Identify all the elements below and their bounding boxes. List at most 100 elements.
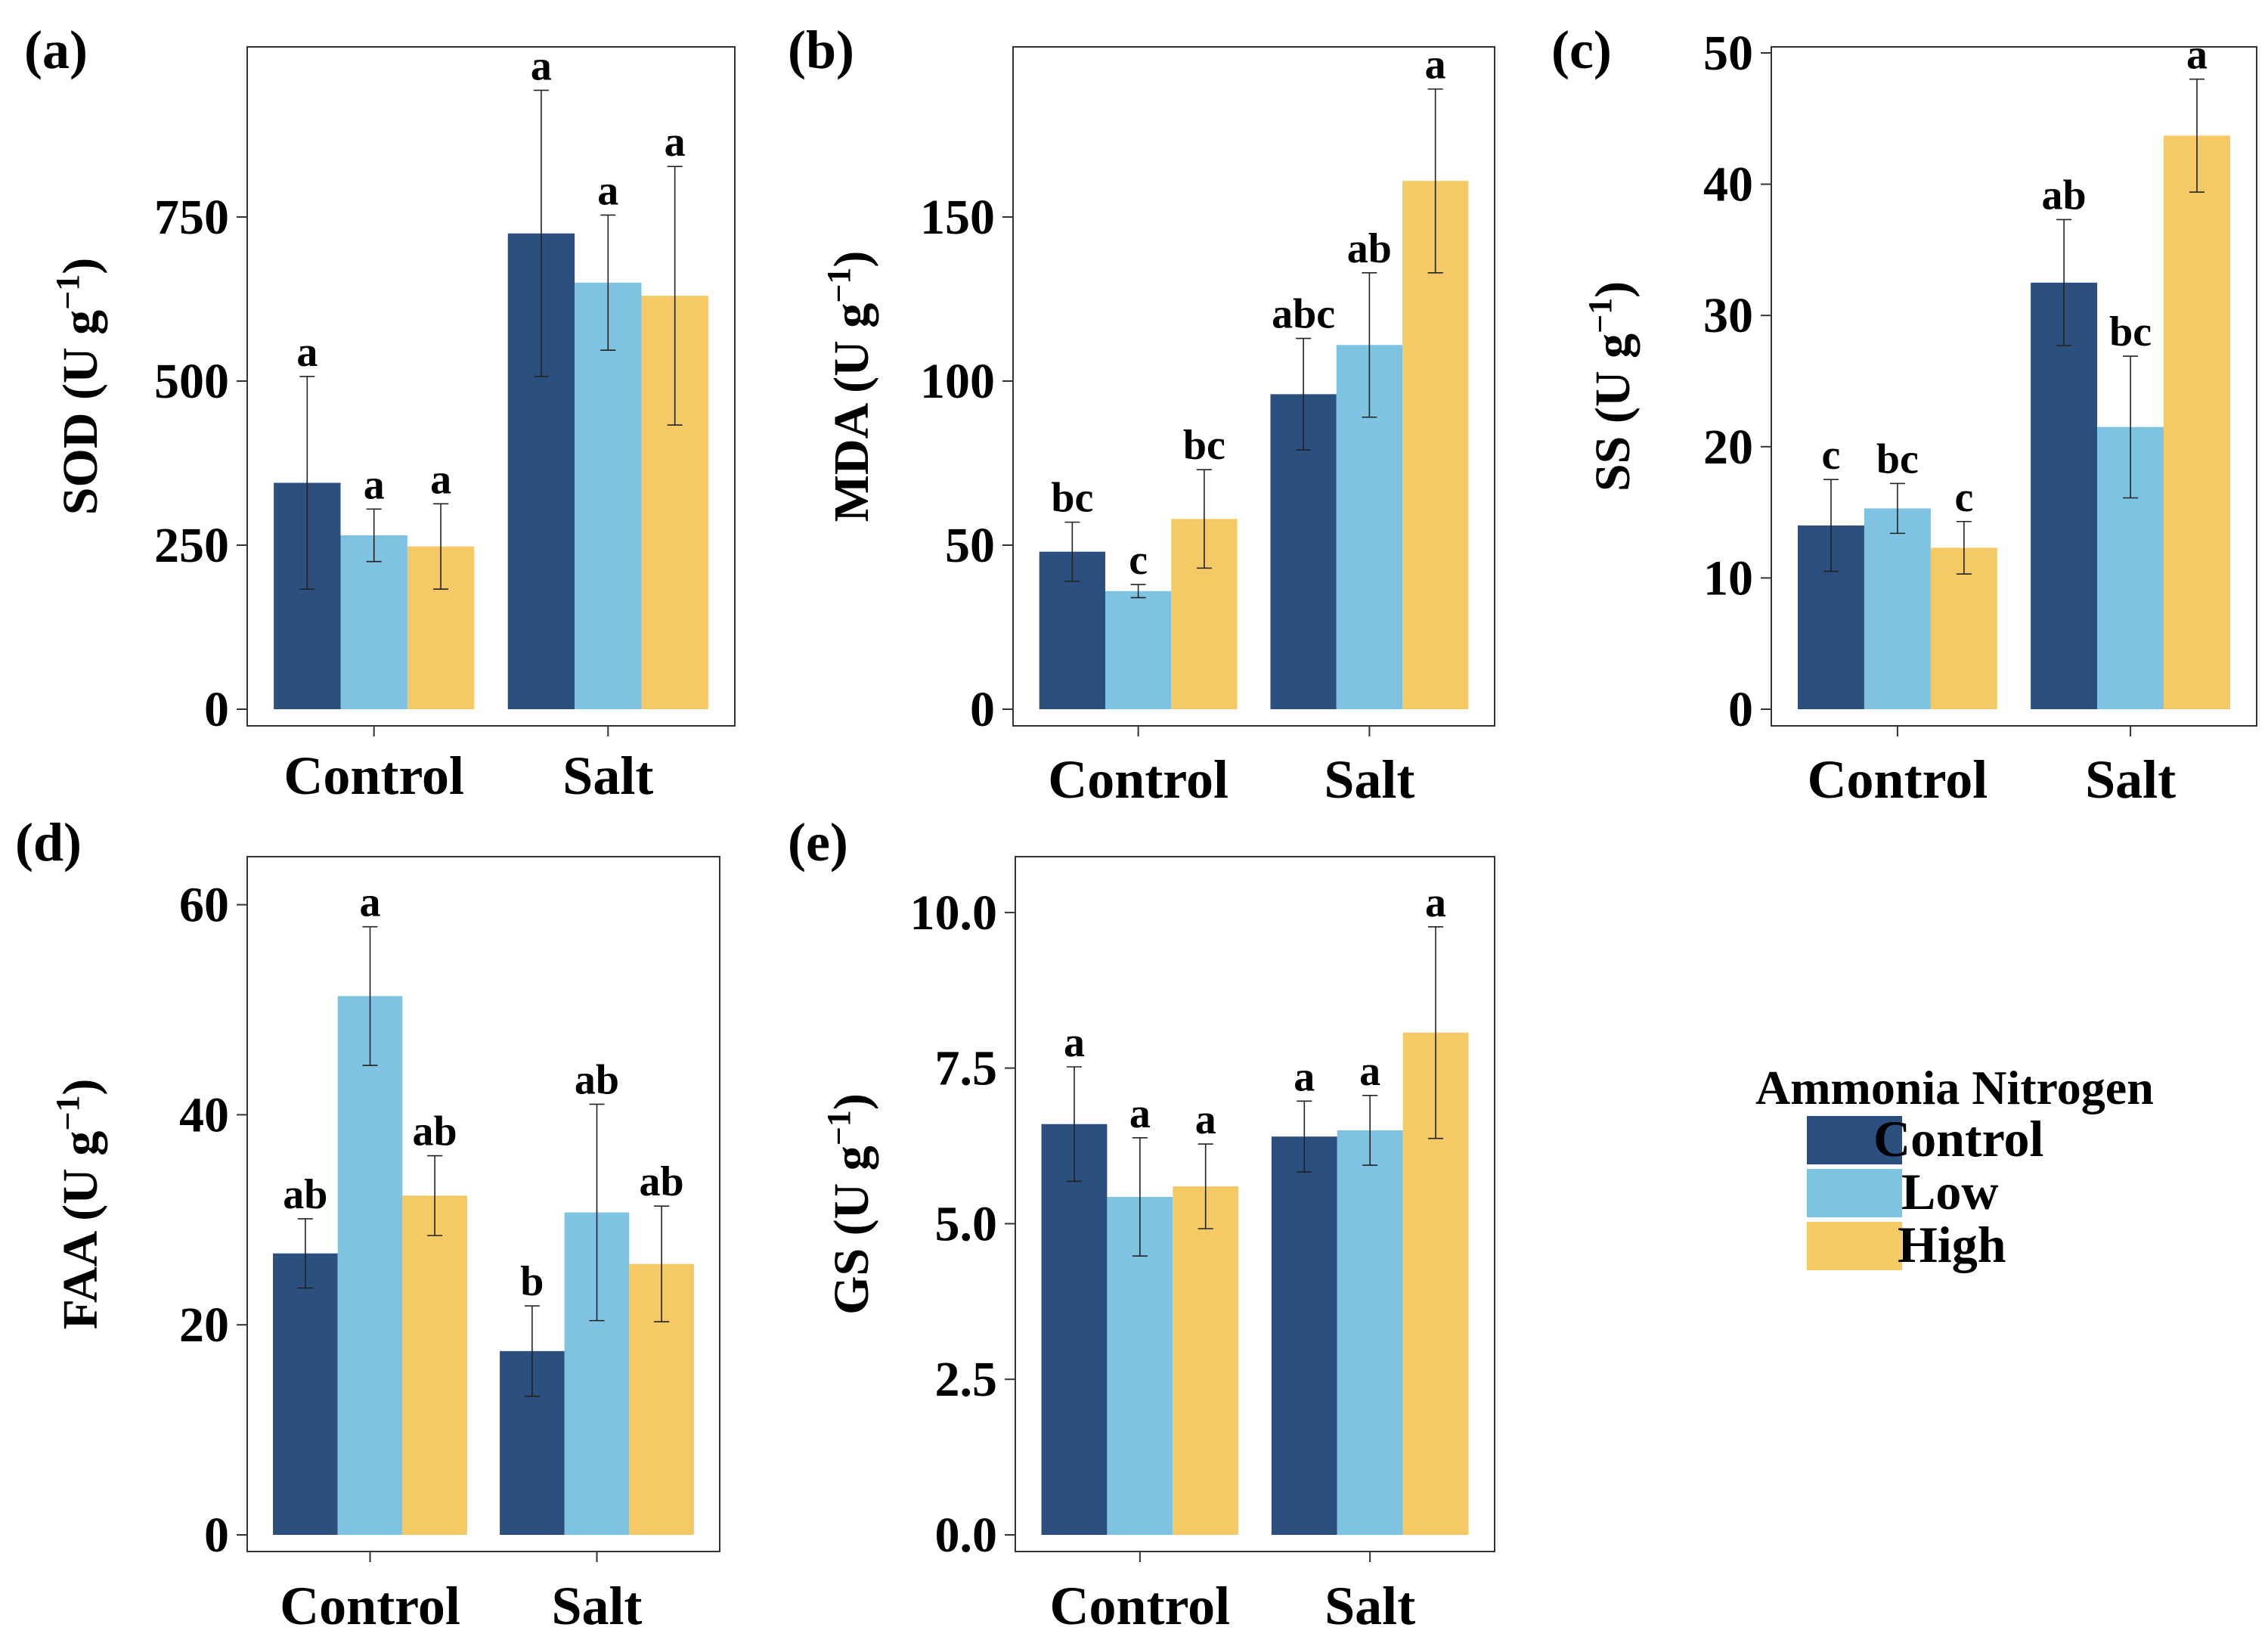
significance-letter: abc	[1272, 291, 1335, 338]
y-tick-label: 40	[1703, 157, 1753, 212]
y-axis-title-superscript: −1	[1582, 298, 1619, 333]
chart-panel-4: (d) 0 20 40 60 FAA (U g−1) Control ab a ab Salt b ab…	[15, 812, 720, 1636]
y-tick-label: 0	[204, 682, 229, 737]
error-bar	[427, 1155, 443, 1236]
y-axis-title-close: )	[53, 1079, 108, 1096]
bar-control-salt	[1271, 1136, 1337, 1535]
category-label-salt: Salt	[1324, 749, 1414, 810]
error-bar	[533, 89, 549, 377]
error-bar	[299, 376, 315, 590]
significance-letter: ab	[640, 1158, 684, 1205]
y-tick-label: 50	[1703, 26, 1753, 81]
significance-letter: a	[1129, 1090, 1151, 1137]
significance-letter: a	[597, 167, 618, 214]
significance-letter: a	[2186, 32, 2208, 79]
significance-letter: a	[531, 42, 552, 89]
y-tick-label: 500	[154, 354, 229, 409]
error-bar	[1066, 1066, 1082, 1183]
error-bar	[362, 925, 378, 1066]
error-bar	[1362, 1095, 1378, 1166]
significance-letter: a	[364, 461, 385, 508]
error-bar	[1889, 482, 1905, 535]
bar-low-control	[1105, 591, 1172, 709]
bar-high-control	[1173, 1186, 1239, 1535]
legend-label-low: Low	[1901, 1163, 1998, 1220]
significance-letter: a	[1294, 1053, 1315, 1100]
bar-high-salt	[2164, 135, 2231, 710]
significance-letter: ab	[575, 1056, 619, 1103]
bar-low-salt	[575, 282, 642, 709]
error-bar	[1297, 1100, 1312, 1173]
y-tick-label: 50	[945, 518, 995, 573]
y-tick-label: 30	[1703, 288, 1753, 343]
plot-frame	[1015, 856, 1495, 1552]
significance-letter: a	[360, 879, 381, 926]
category-label-salt: Salt	[551, 1576, 642, 1636]
error-bar	[2056, 219, 2072, 346]
bar-high-control	[402, 1195, 467, 1535]
category-label-control: Control	[1808, 749, 1988, 810]
y-tick-label: 40	[179, 1087, 229, 1142]
significance-letter: bc	[1051, 475, 1093, 522]
significance-letter: a	[1064, 1019, 1085, 1066]
error-bar	[1362, 271, 1377, 418]
significance-letter: a	[296, 329, 318, 376]
error-bar	[1956, 520, 1972, 575]
significance-letter: ab	[2042, 172, 2087, 219]
y-axis-title-close: )	[824, 1093, 879, 1110]
significance-letter: c	[1822, 432, 1841, 479]
y-tick-label: 5.0	[935, 1196, 998, 1251]
error-bar	[524, 1305, 540, 1397]
bar-low-salt	[1337, 1130, 1403, 1535]
significance-letter: a	[1359, 1048, 1380, 1095]
significance-letter: a	[665, 119, 686, 166]
y-axis-title: FAA (U g−1)	[49, 1079, 108, 1330]
category-label-control: Control	[280, 1576, 460, 1636]
y-axis-title: MDA (U g−1)	[820, 251, 879, 522]
y-axis-title: SS (U g−1)	[1582, 281, 1641, 491]
error-bar	[433, 503, 449, 590]
category-label-control: Control	[1049, 1576, 1230, 1636]
significance-letter: bc	[1876, 436, 1919, 482]
error-bar	[297, 1218, 313, 1289]
y-axis-title-close: )	[53, 258, 108, 274]
bar-low-control	[337, 996, 403, 1535]
legend: Ammonia Nitrogen Control Low High	[1755, 1061, 2154, 1273]
error-bar	[1296, 337, 1312, 451]
error-bar	[1130, 584, 1146, 599]
y-tick-label: 10.0	[910, 885, 998, 941]
plot-frame	[246, 856, 720, 1552]
category-label-salt: Salt	[562, 746, 653, 806]
legend-title: Ammonia Nitrogen	[1755, 1061, 2154, 1114]
y-axis-title-superscript: −1	[49, 1096, 86, 1131]
y-tick-label: 100	[920, 354, 995, 409]
significance-letter: bc	[1183, 422, 1225, 469]
error-bar	[1064, 521, 1080, 582]
y-axis-title-text: SS (U g	[1585, 333, 1641, 491]
y-tick-label: 150	[920, 190, 995, 245]
y-tick-label: 2.5	[935, 1352, 998, 1407]
y-tick-label: 750	[154, 190, 229, 245]
error-bar	[1428, 925, 1444, 1139]
y-tick-label: 20	[179, 1297, 229, 1353]
error-bar	[2123, 355, 2139, 499]
significance-letter: c	[1129, 537, 1148, 584]
plot-frame	[1771, 46, 2257, 727]
category-label-salt: Salt	[1325, 1576, 1415, 1636]
legend-swatch-control	[1807, 1116, 1902, 1164]
y-axis-title-superscript: −1	[820, 1110, 857, 1145]
error-bar	[366, 508, 382, 563]
y-axis-title-superscript: −1	[820, 268, 857, 303]
significance-letter: bc	[2109, 308, 2152, 355]
significance-letter: a	[1425, 42, 1446, 88]
plot-frame	[1012, 46, 1495, 727]
y-tick-label: 0	[970, 682, 995, 737]
error-bar	[600, 214, 616, 352]
significance-letter: b	[520, 1258, 544, 1305]
y-axis-title-close: )	[824, 251, 879, 268]
y-tick-label: 0.0	[935, 1508, 998, 1563]
category-label-control: Control	[284, 746, 464, 806]
y-axis-title: SOD (U g−1)	[49, 258, 108, 515]
